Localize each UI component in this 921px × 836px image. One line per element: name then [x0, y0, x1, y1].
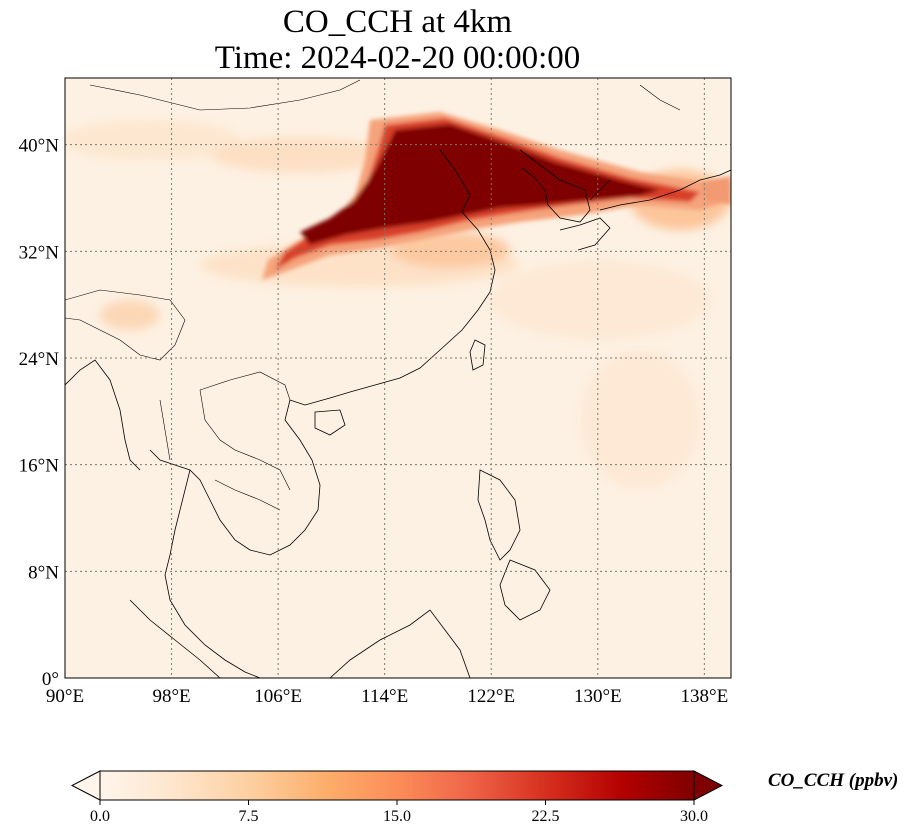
map-area [65, 78, 731, 678]
lat-tick-label: 0° [42, 669, 59, 690]
coastlines [65, 79, 731, 678]
map-title: CO_CCH at 4km [282, 4, 513, 40]
map-subtitle-time: Time: 2024-02-20 00:00:00 [214, 40, 581, 76]
colorbar: 0.0 7.5 15.0 22.5 30.0 [70, 770, 724, 825]
colorbar-ticks: 0.0 7.5 15.0 22.5 30.0 [90, 800, 708, 825]
map-frame [64, 77, 732, 679]
colorbar-extend-min [70, 770, 101, 801]
colorbar-gradient [100, 771, 694, 800]
lon-tick-label: 114°E [361, 686, 408, 707]
colorbar-extend-max [693, 770, 724, 801]
lon-tick-label: 98°E [152, 686, 190, 707]
lon-tick-label: 138°E [681, 686, 729, 707]
colorbar-label: CO_CCH (ppbv) [768, 770, 899, 791]
axis-ticks: 90°E 98°E 106°E 114°E 122°E 130°E 138°E 0° 8°N 16… [19, 136, 729, 707]
colorbar-tick-label: 22.5 [532, 808, 560, 825]
lon-tick-label: 90°E [46, 686, 84, 707]
lon-tick-label: 130°E [574, 686, 622, 707]
colorbar-tick-label: 0.0 [90, 808, 110, 825]
lat-tick-label: 24°N [19, 349, 60, 370]
colorbar-tick-label: 30.0 [680, 808, 708, 825]
colorbar-tick-label: 7.5 [239, 808, 259, 825]
lat-tick-label: 40°N [19, 136, 60, 157]
colorbar-tick-label: 15.0 [383, 808, 411, 825]
lon-tick-label: 122°E [467, 686, 515, 707]
lat-tick-label: 16°N [19, 456, 60, 477]
gridlines [65, 78, 731, 678]
co-plume [262, 112, 731, 280]
lon-tick-label: 106°E [254, 686, 302, 707]
lat-tick-label: 32°N [19, 242, 60, 263]
lat-tick-label: 8°N [28, 562, 59, 583]
